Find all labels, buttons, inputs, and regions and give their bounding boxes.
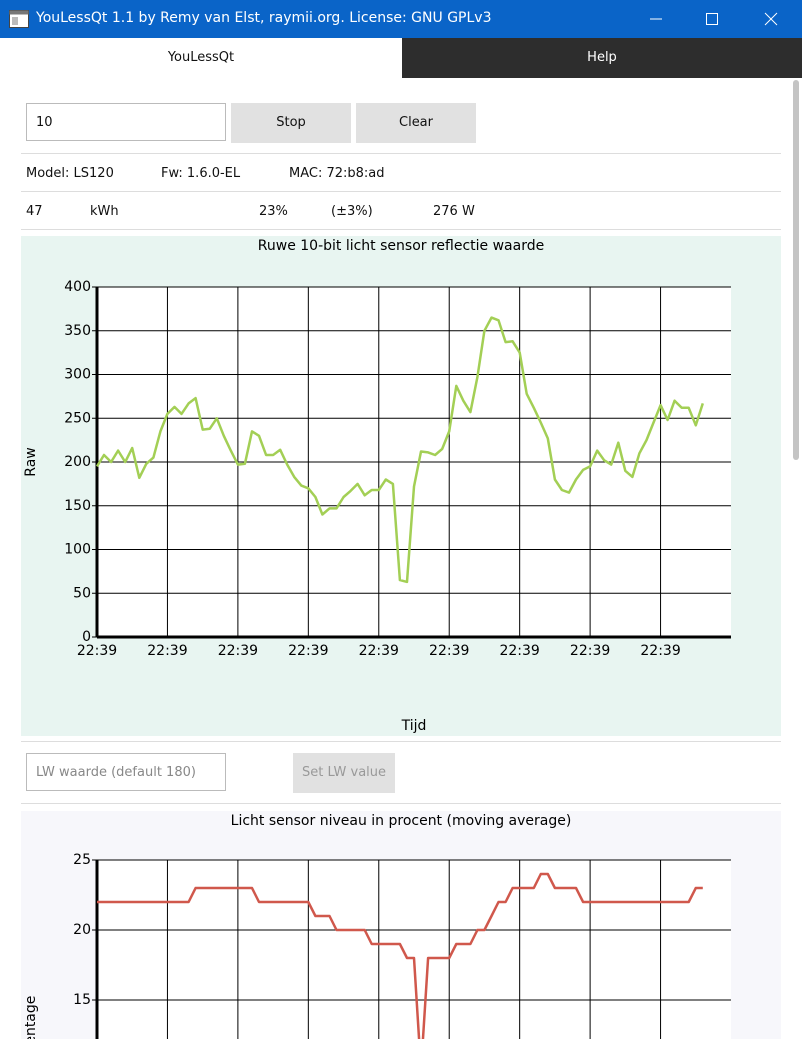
chart-title: Ruwe 10-bit licht sensor reflectie waard… — [258, 238, 544, 254]
x-tick-label: 22:39 — [147, 643, 187, 659]
data-line — [95, 316, 704, 584]
clear-button[interactable]: Clear — [356, 103, 476, 143]
x-tick-label: 22:39 — [218, 643, 258, 659]
tab-active[interactable]: YouLessQt — [0, 38, 402, 78]
y-tick-label: 350 — [64, 323, 91, 339]
unit-label: kWh — [90, 204, 119, 219]
y-tick-label: 25 — [73, 852, 91, 868]
stop-button[interactable]: Stop — [231, 103, 351, 143]
power-label: 276 W — [433, 204, 475, 219]
host-input[interactable]: 10 — [26, 103, 226, 141]
y-tick-label: 200 — [64, 454, 91, 470]
separator — [21, 153, 781, 154]
separator — [21, 803, 781, 804]
y-tick-label: 250 — [64, 410, 91, 426]
lw-input[interactable]: LW waarde (default 180) — [26, 753, 226, 791]
data-line — [97, 872, 703, 1039]
separator — [21, 229, 781, 230]
x-axis-label: Tijd — [401, 718, 427, 734]
x-tick-label: 22:39 — [288, 643, 328, 659]
window-title: YouLessQt 1.1 by Remy van Elst, raymii.o… — [36, 10, 492, 26]
chart-title: Licht sensor niveau in procent (moving a… — [231, 813, 572, 829]
mac-label: MAC: 72:b8:ad — [289, 166, 385, 181]
separator — [21, 741, 781, 742]
x-tick-label: 22:39 — [640, 643, 680, 659]
deviation-label: (±3%) — [331, 204, 373, 219]
y-tick-label: 300 — [64, 367, 91, 383]
x-tick-label: 22:39 — [429, 643, 469, 659]
y-axis-label: Raw — [23, 447, 39, 476]
y-tick-label: 15 — [73, 992, 91, 1008]
meter-label: 47 — [26, 204, 43, 219]
model-label: Model: LS120 — [26, 166, 114, 181]
y-tick-label: 0 — [82, 629, 91, 645]
title-bar: YouLessQt 1.1 by Remy van Elst, raymii.o… — [0, 0, 802, 38]
level-label: 23% — [259, 204, 288, 219]
x-tick-label: 22:39 — [77, 643, 117, 659]
y-tick-label: 150 — [64, 498, 91, 514]
separator — [21, 191, 781, 192]
scrollbar-thumb[interactable] — [793, 80, 799, 460]
y-tick-label: 50 — [73, 585, 91, 601]
app-icon — [9, 10, 29, 28]
chart: Ruwe 10-bit licht sensor reflectie waard… — [21, 236, 781, 736]
x-tick-label: 22:39 — [359, 643, 399, 659]
x-tick-label: 22:39 — [499, 643, 539, 659]
plot-area — [97, 860, 731, 1039]
tab[interactable]: Help — [402, 38, 802, 78]
y-axis-label: Percentage — [23, 996, 39, 1039]
firmware-label: Fw: 1.6.0-EL — [161, 166, 241, 181]
y-tick-label: 20 — [73, 922, 91, 938]
y-tick-label: 100 — [64, 542, 91, 558]
chart: Licht sensor niveau in procent (moving a… — [21, 811, 781, 1039]
x-tick-label: 22:39 — [570, 643, 610, 659]
window-controls[interactable] — [640, 0, 802, 38]
y-tick-label: 400 — [64, 279, 91, 295]
set-lw-button[interactable]: Set LW value — [293, 753, 395, 793]
